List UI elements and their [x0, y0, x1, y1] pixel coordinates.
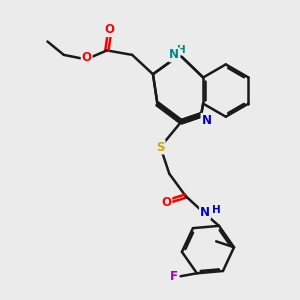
- Text: S: S: [156, 140, 165, 154]
- Text: N: N: [202, 114, 212, 127]
- Text: H: H: [212, 205, 221, 215]
- Text: O: O: [82, 51, 92, 64]
- Text: N: N: [200, 206, 210, 219]
- Text: N: N: [169, 48, 179, 62]
- Text: O: O: [161, 196, 171, 208]
- Text: F: F: [170, 270, 178, 283]
- Text: O: O: [105, 23, 115, 36]
- Text: H: H: [177, 44, 186, 55]
